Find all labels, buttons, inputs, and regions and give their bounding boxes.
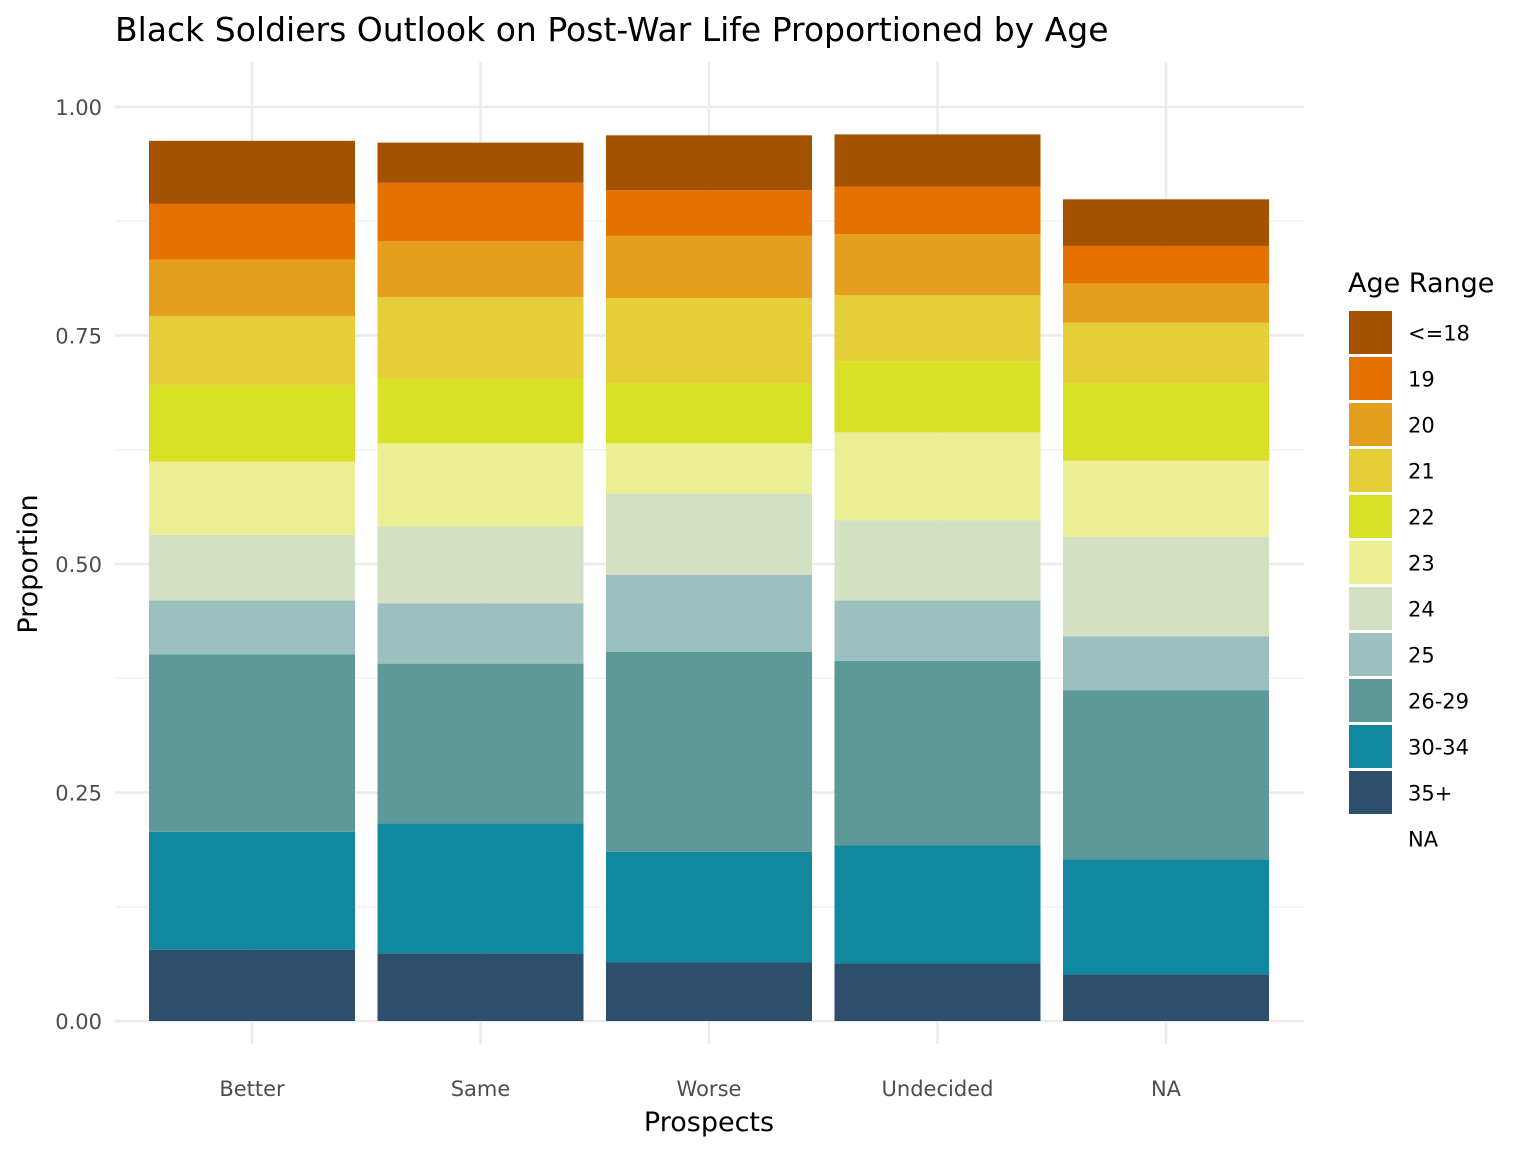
- bar-segment-same-25: [377, 603, 584, 664]
- bar-segment-same-30-34: [377, 823, 584, 954]
- x-tick-label: Same: [451, 1077, 511, 1101]
- bar-segment-better-24: [149, 534, 355, 601]
- y-axis-title: Proportion: [13, 494, 44, 633]
- bar-segment-worse-35+: [606, 962, 812, 1021]
- bar-segment-undecided-<=18: [834, 134, 1041, 187]
- y-axis-ticks: 0.00 0.25 0.50 0.75 1.00: [55, 96, 102, 1034]
- bar-segment-better-25: [149, 600, 355, 655]
- bar-segment-na-19: [1063, 245, 1269, 284]
- bar-segment-worse-21: [606, 298, 812, 384]
- legend-key-23: [1349, 541, 1392, 584]
- bar-segment-same-22: [377, 378, 584, 444]
- bar-segment-worse-30-34: [606, 851, 812, 963]
- x-tick-label: Undecided: [882, 1077, 994, 1101]
- legend-title: Age Range: [1348, 268, 1494, 299]
- bar-segment-na-<=18: [1063, 199, 1269, 246]
- legend-label: 22: [1408, 506, 1435, 530]
- y-tick-label: 0.50: [55, 553, 102, 577]
- bar-segment-undecided-23: [834, 432, 1041, 521]
- bar-segment-na-21: [1063, 322, 1269, 384]
- legend-label: 25: [1408, 644, 1435, 668]
- bar-segment-worse-26-29: [606, 651, 812, 852]
- legend-label: 26-29: [1408, 690, 1469, 714]
- bar-segment-na-22: [1063, 383, 1269, 461]
- bar-segment-same-23: [377, 443, 584, 527]
- y-tick-label: 0.25: [55, 782, 102, 806]
- bars: [149, 134, 1269, 1021]
- bar-segment-better-19: [149, 203, 355, 260]
- bar-segment-better-35+: [149, 949, 355, 1021]
- bar-segment-better-22: [149, 384, 355, 462]
- legend-label: NA: [1408, 828, 1439, 852]
- bar-segment-better-20: [149, 259, 355, 317]
- legend-key-19: [1349, 357, 1392, 400]
- legend-label: 20: [1408, 414, 1435, 438]
- legend-label: <=18: [1408, 322, 1470, 346]
- legend-label: 30-34: [1408, 736, 1469, 760]
- legend-key-20: [1349, 403, 1392, 446]
- legend-key-NA: [1349, 817, 1392, 860]
- bar-segment-better-<=18: [149, 140, 355, 204]
- bar-segment-worse-19: [606, 190, 812, 236]
- legend-key-<=18: [1349, 311, 1392, 354]
- legend-key-22: [1349, 495, 1392, 538]
- bar-segment-na-25: [1063, 636, 1269, 691]
- bar-segment-na-24: [1063, 536, 1269, 637]
- bar-segment-worse-22: [606, 383, 812, 444]
- bar-segment-better-23: [149, 461, 355, 535]
- bar-segment-undecided-19: [834, 186, 1041, 235]
- bar-segment-undecided-21: [834, 295, 1041, 362]
- bar-segment-worse-24: [606, 493, 812, 575]
- bar-segment-undecided-20: [834, 234, 1041, 296]
- bar-segment-undecided-24: [834, 520, 1041, 601]
- legend-label: 24: [1408, 598, 1435, 622]
- legend-label: 19: [1408, 368, 1435, 392]
- y-tick-label: 0.00: [55, 1010, 102, 1034]
- legend-label: 35+: [1408, 782, 1452, 806]
- bar-segment-undecided-26-29: [834, 660, 1041, 846]
- legend-key-26-29: [1349, 679, 1392, 722]
- y-tick-label: 1.00: [55, 96, 102, 120]
- legend-label: 23: [1408, 552, 1435, 576]
- bar-segment-worse-23: [606, 443, 812, 494]
- bar-segment-undecided-22: [834, 361, 1041, 433]
- y-tick-label: 0.75: [55, 325, 102, 349]
- bar-segment-na-26-29: [1063, 690, 1269, 860]
- x-tick-label: NA: [1151, 1077, 1182, 1101]
- legend-key-35+: [1349, 771, 1392, 814]
- legend: Age Range <=18 19 20 21 22 23 24 25 26-29 30-34 35…: [1348, 268, 1494, 860]
- bar-segment-na-30-34: [1063, 859, 1269, 975]
- bar-segment-same-35+: [377, 953, 584, 1021]
- bar-segment-worse-25: [606, 574, 812, 652]
- bar-segment-better-21: [149, 316, 355, 385]
- bar-segment-undecided-25: [834, 600, 1041, 661]
- x-tick-label: Worse: [677, 1077, 742, 1101]
- bar-segment-undecided-30-34: [834, 845, 1041, 964]
- bar-segment-na-20: [1063, 283, 1269, 323]
- x-axis-title: Prospects: [644, 1107, 774, 1138]
- bar-segment-same-26-29: [377, 663, 584, 824]
- bar-segment-worse-20: [606, 235, 812, 299]
- x-tick-label: Better: [219, 1077, 285, 1101]
- bar-segment-same-24: [377, 526, 584, 604]
- bar-segment-same-19: [377, 182, 584, 242]
- legend-key-21: [1349, 449, 1392, 492]
- bar-segment-same-21: [377, 297, 584, 379]
- bar-segment-same-20: [377, 241, 584, 298]
- bar-segment-same-<=18: [377, 142, 584, 183]
- bar-segment-worse-<=18: [606, 135, 812, 191]
- bar-segment-undecided-35+: [834, 963, 1041, 1021]
- legend-key-25: [1349, 633, 1392, 676]
- legend-key-24: [1349, 587, 1392, 630]
- bar-segment-better-26-29: [149, 654, 355, 832]
- bar-segment-na-23: [1063, 460, 1269, 537]
- bar-segment-better-30-34: [149, 831, 355, 950]
- bar-segment-na-35+: [1063, 974, 1269, 1021]
- legend-key-30-34: [1349, 725, 1392, 768]
- chart-title: Black Soldiers Outlook on Post-War Life …: [115, 10, 1109, 49]
- legend-label: 21: [1408, 460, 1435, 484]
- x-axis-ticks: Better Same Worse Undecided NA: [219, 1077, 1181, 1101]
